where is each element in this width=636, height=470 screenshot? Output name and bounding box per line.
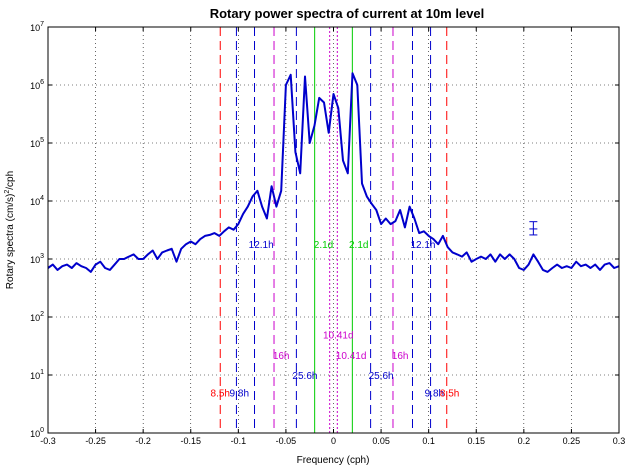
x-tick-label: 0.2 xyxy=(518,436,531,446)
period-label: 9.8h xyxy=(230,388,249,399)
period-label: 25.6h xyxy=(369,371,394,382)
period-label: 10.41d xyxy=(323,330,354,341)
period-label: 9.8h xyxy=(425,388,444,399)
x-tick-label: 0.25 xyxy=(563,436,581,446)
x-tick-label: -0.15 xyxy=(180,436,201,446)
y-tick-label: 107 xyxy=(30,21,44,33)
y-tick-label: 101 xyxy=(30,369,44,381)
y-tick-label: 105 xyxy=(30,137,44,149)
period-label: 8.5h xyxy=(211,388,230,399)
y-tick-label: 102 xyxy=(30,311,44,323)
period-label: 16h xyxy=(273,351,290,362)
y-tick-label: 106 xyxy=(30,79,44,91)
series-line xyxy=(47,72,620,273)
period-label: 2.1d xyxy=(349,240,368,251)
period-lines xyxy=(219,27,448,433)
period-label: 25.6h xyxy=(292,371,317,382)
x-tick-label: 0.05 xyxy=(372,436,390,446)
x-tick-label: 0.15 xyxy=(467,436,485,446)
x-axis-ticks: -0.3 -0.25 -0.2 -0.15 -0.1 -0.05 0 0.05 0.1 0.15 0… xyxy=(40,27,625,446)
y-tick-label: 100 xyxy=(30,427,44,439)
y-tick-label: 104 xyxy=(30,195,44,207)
period-label: 12.1h xyxy=(410,240,435,251)
x-tick-label: 0.1 xyxy=(422,436,435,446)
period-label: 2.1d xyxy=(314,240,333,251)
x-tick-label: -0.05 xyxy=(276,436,297,446)
period-label: 16h xyxy=(392,351,409,362)
x-tick-label: 0 xyxy=(331,436,336,446)
y-axis-label: Rotary spectra (cm/s)2/cph xyxy=(4,171,16,289)
error-bar xyxy=(529,221,538,236)
y-tick-label: 103 xyxy=(30,253,44,265)
x-tick-label: 0.3 xyxy=(613,436,626,446)
period-label: 12.1h xyxy=(249,240,274,251)
x-tick-label: -0.2 xyxy=(135,436,151,446)
period-label: 10.41d xyxy=(336,351,367,362)
period-label: 8.5h xyxy=(440,388,459,399)
chart-title: Rotary power spectra of current at 10m l… xyxy=(210,6,485,21)
x-tick-label: -0.1 xyxy=(231,436,247,446)
x-tick-label: -0.3 xyxy=(40,436,56,446)
y-axis-ticks: 100 101 102 103 104 105 106 107 xyxy=(30,21,619,439)
x-tick-label: -0.25 xyxy=(85,436,106,446)
x-axis-label: Frequency (cph) xyxy=(297,455,370,466)
